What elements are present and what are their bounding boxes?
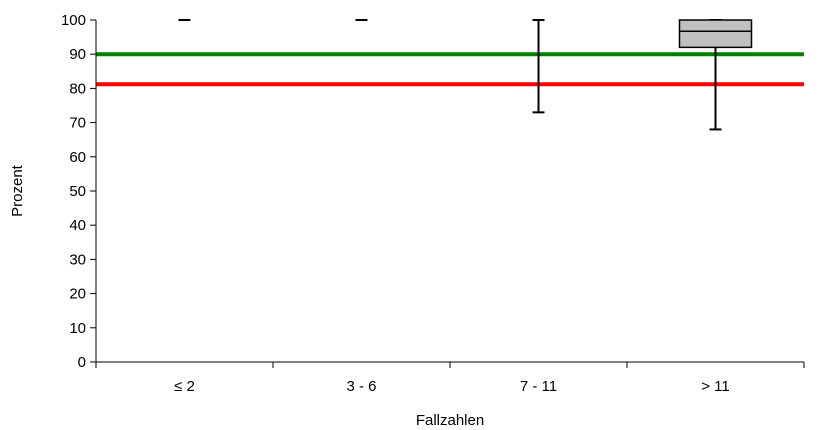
- box-iqr: [678, 19, 753, 49]
- x-tick-label: > 11: [701, 378, 730, 395]
- y-tick-label: 100: [61, 12, 86, 29]
- y-axis-label: Prozent: [9, 164, 26, 217]
- x-axis-ticks: ≤ 2 3 - 6 7 - 11 > 11: [95, 362, 805, 395]
- y-axis-ticks: 0 10 20 30 40 50 60 70 80 90 100: [61, 12, 96, 371]
- y-tick-label: 0: [78, 354, 86, 371]
- y-tick-label: 20: [69, 286, 86, 303]
- box-3: [678, 19, 753, 131]
- y-tick-label: 40: [69, 217, 86, 234]
- x-axis-label: Fallzahlen: [416, 412, 484, 429]
- reference-lines: [96, 52, 804, 87]
- x-tick-label: 7 - 11: [520, 378, 557, 395]
- y-tick-label: 80: [69, 80, 86, 97]
- y-tick-label: 30: [69, 251, 86, 268]
- x-tick-label: 3 - 6: [346, 378, 376, 395]
- y-tick-label: 50: [69, 183, 86, 200]
- box-2: [532, 19, 545, 114]
- y-tick-label: 90: [69, 46, 86, 63]
- x-tick-label: ≤ 2: [174, 378, 195, 395]
- y-tick-label: 10: [69, 320, 86, 337]
- y-tick-label: 60: [69, 149, 86, 166]
- y-tick-label: 70: [69, 115, 86, 132]
- boxes: [178, 19, 753, 131]
